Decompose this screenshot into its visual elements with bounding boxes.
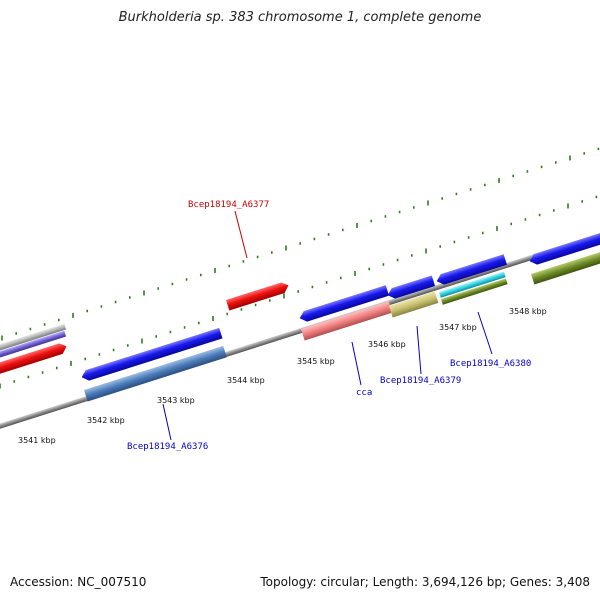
gene-arrow bbox=[529, 225, 600, 265]
gene-labels: Bcep18194_A6377 Bcep18194_A6376 cca Bcep… bbox=[127, 200, 531, 452]
gene-cog-bar bbox=[441, 278, 508, 305]
gene-label-a6380[interactable]: Bcep18194_A6380 bbox=[450, 359, 531, 369]
outer-tick-row bbox=[1, 147, 600, 341]
backbone bbox=[0, 210, 600, 446]
reverse-strand bbox=[81, 225, 600, 381]
forward-strand bbox=[0, 282, 289, 378]
gene-label-a6379[interactable]: Bcep18194_A6379 bbox=[380, 376, 461, 386]
gene-label-a6377[interactable]: Bcep18194_A6377 bbox=[188, 200, 269, 210]
gene-cog-bar bbox=[301, 301, 393, 341]
gene-arrow bbox=[226, 282, 289, 311]
label-leader-line bbox=[351, 341, 362, 386]
label-leader-line bbox=[234, 210, 248, 259]
genome-summary-text: Topology: circular; Length: 3,694,126 bp… bbox=[260, 575, 590, 589]
gene-arrow bbox=[299, 285, 390, 322]
gene-cog-bar bbox=[0, 323, 67, 354]
cog-row-reverse bbox=[84, 249, 600, 402]
accession-text: Accession: NC_007510 bbox=[10, 575, 147, 589]
label-leader-line bbox=[416, 325, 422, 375]
gene-cog-bar bbox=[531, 249, 600, 285]
tick-label: 3541 kbp bbox=[18, 436, 56, 445]
tick-labels: 3541 kbp 3542 kbp 3543 kbp 3544 kbp 3545… bbox=[18, 307, 547, 445]
tick-label: 3544 kbp bbox=[227, 376, 265, 385]
tick-label: 3546 kbp bbox=[368, 340, 406, 349]
gene-cog-bar bbox=[439, 271, 506, 298]
map-title: Burkholderia sp. 383 chromosome 1, compl… bbox=[118, 10, 482, 25]
gene-arrow bbox=[81, 327, 223, 381]
gene-label-cca[interactable]: cca bbox=[356, 388, 372, 398]
label-leader-line bbox=[162, 403, 172, 441]
inner-tick-row bbox=[0, 195, 598, 389]
gene-arrow bbox=[0, 343, 67, 378]
gene-arrow bbox=[436, 254, 507, 285]
tick-label: 3543 kbp bbox=[157, 396, 195, 405]
gene-cog-bar bbox=[389, 291, 439, 318]
cog-row-left bbox=[0, 323, 67, 361]
gene-cog-bar bbox=[0, 330, 67, 361]
gene-arrow bbox=[387, 275, 436, 299]
gene-label-a6376[interactable]: Bcep18194_A6376 bbox=[127, 442, 208, 452]
gene-cog-bar bbox=[84, 345, 227, 402]
label-leader-line bbox=[477, 311, 493, 355]
tick-label: 3545 kbp bbox=[297, 357, 335, 366]
tick-label: 3542 kbp bbox=[87, 416, 125, 425]
tick-label: 3548 kbp bbox=[509, 307, 547, 316]
tick-label: 3547 kbp bbox=[439, 323, 477, 332]
